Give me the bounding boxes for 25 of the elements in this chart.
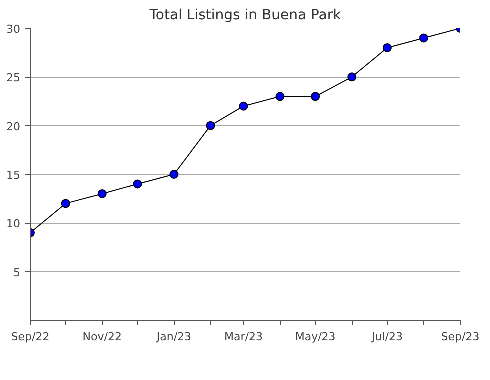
point: [206, 121, 216, 130]
y-tick-label: 25: [6, 72, 21, 85]
y-tick-label: 30: [6, 23, 21, 36]
x-tick-label: May/23: [295, 330, 336, 344]
point: [98, 189, 107, 198]
x-tick-label: Nov/22: [82, 330, 122, 344]
chart-title: Total Listings in Buena Park: [148, 8, 342, 24]
x-tick-label: Sep/23: [441, 330, 480, 344]
point: [311, 92, 320, 102]
point: [276, 92, 285, 102]
y-tick-label: 20: [6, 120, 21, 134]
y-tick-label: 10: [6, 218, 21, 231]
x-tick-label: Jan/23: [156, 330, 192, 344]
y-tick-label: 5: [14, 266, 20, 280]
point: [133, 180, 142, 189]
x-tick-label: Sep/22: [11, 330, 50, 344]
point: [419, 34, 428, 43]
x-tick-label: Mar/23: [224, 330, 263, 344]
point: [382, 43, 392, 52]
point: [170, 170, 179, 179]
point: [239, 102, 248, 111]
y-tick-label: 15: [6, 169, 21, 182]
point: [348, 72, 357, 82]
point: [61, 199, 70, 208]
x-tick-label: Jul/23: [370, 330, 403, 344]
